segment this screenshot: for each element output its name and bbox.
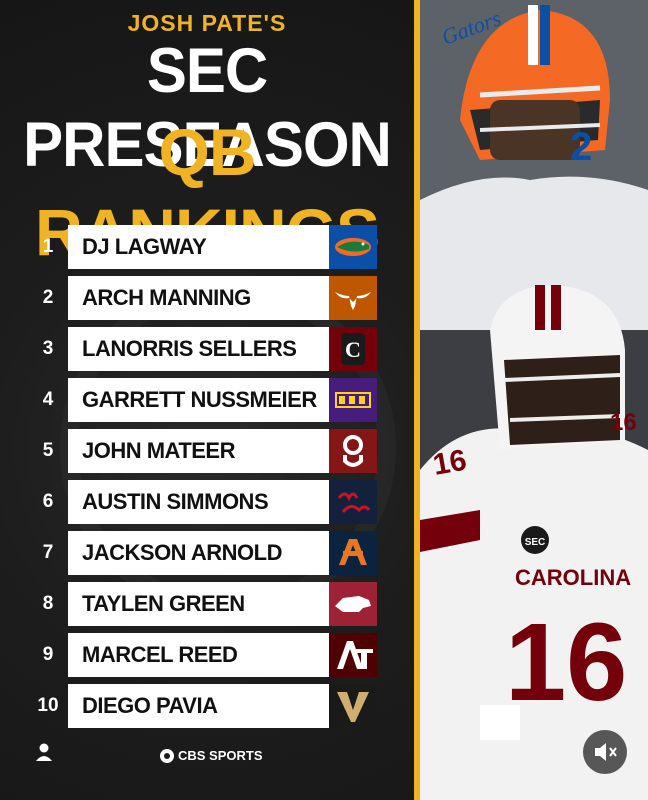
south-carolina-gamecocks-logo-icon: C [329,327,377,371]
player-name: DJ LAGWAY [82,234,207,259]
svg-text:C: C [345,337,361,362]
rank-number: 3 [42,338,54,359]
player-name: LANORRIS SELLERS [82,336,297,361]
ranking-row: 10 DIEGO PAVIA [32,684,377,728]
player-photo-panel: Gators 2 16 16 CAROLINA 16 SEC [420,0,648,800]
florida-gators-logo-icon [329,225,377,269]
header-author: JOSH PATE'S [127,10,287,36]
cbs-eye-icon [160,748,174,763]
auburn-tigers-logo-icon [329,531,377,575]
svg-text:16: 16 [430,444,469,482]
player-name: TAYLEN GREEN [82,591,245,616]
player-name: MARCEL REED [82,642,238,667]
user-icon[interactable] [34,742,54,762]
rank-number: 8 [42,593,54,614]
oklahoma-sooners-logo-icon [329,429,377,473]
ranking-row: 8 TAYLEN GREEN [32,582,377,626]
ranking-row: 6 AUSTIN SIMMONS [32,480,377,524]
ranking-row: 3 LANORRIS SELLERS C [32,327,377,371]
ranking-row: 4 GARRETT NUSSMEIER [32,378,377,422]
rank-number: 10 [37,695,59,716]
texas-longhorns-logo-icon [329,276,377,320]
brand-label: CBS SPORTS [178,748,263,763]
player-name: GARRETT NUSSMEIER [82,387,317,412]
rank-number: 6 [42,491,54,512]
player-bar: ARCH MANNING [68,276,329,320]
ranking-row: 9 MARCEL REED [32,633,377,677]
player-bar: MARCEL REED [68,633,329,677]
ole-miss-rebels-logo-icon [329,480,377,524]
svg-text:16: 16 [610,409,637,436]
rank-number: 1 [42,236,54,257]
muted-speaker-icon [595,743,617,761]
cbs-sports-logo: CBS SPORTS [160,748,263,763]
gold-divider [414,0,420,800]
mute-button[interactable] [583,730,627,774]
player-name: AUSTIN SIMMONS [82,489,269,514]
rank-number: 2 [42,287,54,308]
svg-text:16: 16 [505,601,627,724]
rankings-panel: JOSH PATE'S SEC PRESEASON QB RANKINGS 1 … [0,0,414,800]
svg-text:2: 2 [570,125,592,169]
ranking-row: 7 JACKSON ARNOLD [32,531,377,575]
rank-number: 9 [42,644,54,665]
ranking-row: 2 ARCH MANNING [32,276,377,320]
texas-am-aggies-logo-icon [329,633,377,677]
player-photos: Gators 2 16 16 CAROLINA 16 SEC [420,0,648,800]
svg-text:CAROLINA: CAROLINA [515,565,631,590]
player-name: ARCH MANNING [82,285,251,310]
player-bar: JACKSON ARNOLD [68,531,329,575]
player-bar: AUSTIN SIMMONS [68,480,329,524]
rank-number: 7 [42,542,54,563]
player-bar: TAYLEN GREEN [68,582,329,626]
lsu-tigers-logo-icon [329,378,377,422]
player-bar: GARRETT NUSSMEIER [68,378,329,422]
rank-number: 4 [42,389,54,410]
arkansas-razorbacks-logo-icon [329,582,377,626]
header-title: SEC PRESEASON [23,35,392,180]
player-bar: DJ LAGWAY [68,225,329,269]
player-name: JOHN MATEER [82,438,236,463]
player-bar: LANORRIS SELLERS [68,327,329,371]
rank-number: 5 [42,440,54,461]
ranking-row: 5 JOHN MATEER [32,429,377,473]
player-name: JACKSON ARNOLD [82,540,282,565]
vanderbilt-commodores-logo-icon [329,684,377,728]
player-bar: DIEGO PAVIA [68,684,329,728]
svg-text:SEC: SEC [525,537,546,548]
player-bar: JOHN MATEER [68,429,329,473]
player-name: DIEGO PAVIA [82,693,218,718]
ranking-row: 1 DJ LAGWAY [32,225,377,269]
